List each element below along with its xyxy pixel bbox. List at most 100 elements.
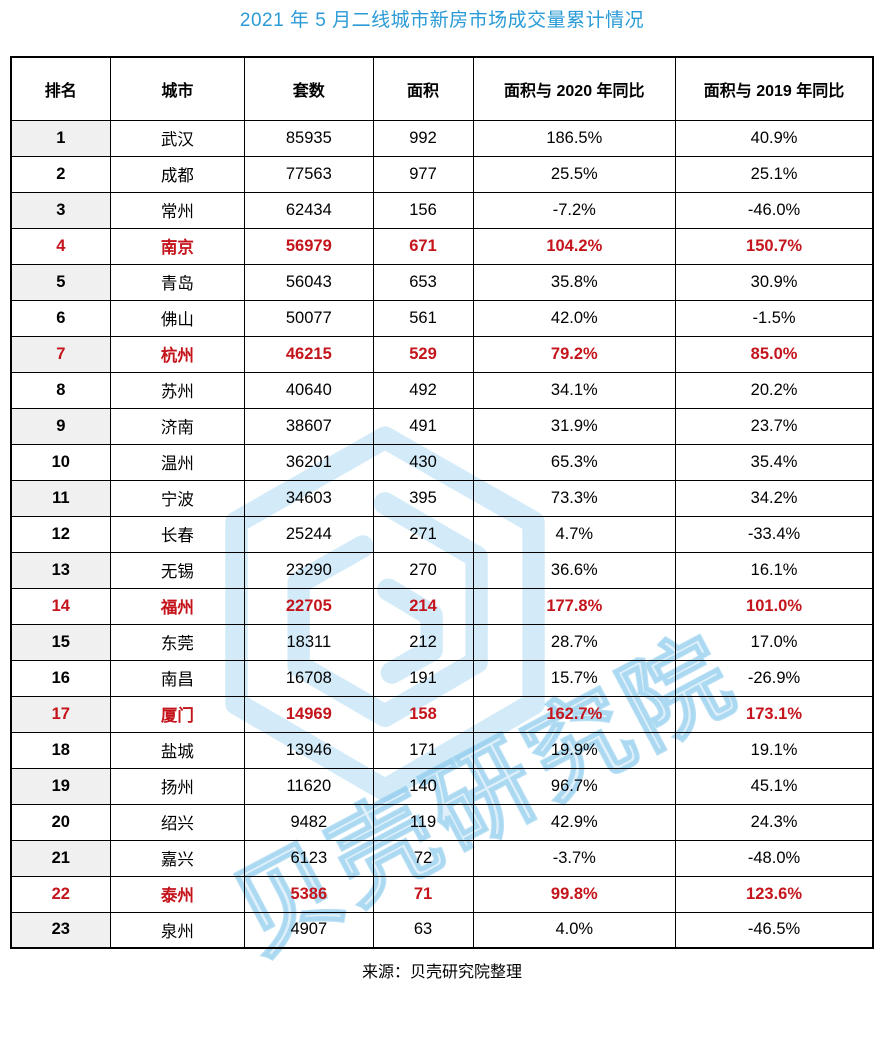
cell-rank: 6: [10, 299, 111, 337]
cell-yoy-2020: -7.2%: [472, 191, 677, 229]
cell-units: 14969: [244, 695, 374, 733]
cell-city: 泉州: [109, 911, 246, 949]
cell-city: 武汉: [109, 119, 246, 157]
cell-units: 6123: [244, 839, 374, 877]
cell-units: 16708: [244, 659, 374, 697]
cell-rank: 22: [10, 875, 111, 913]
cell-city: 成都: [109, 155, 246, 193]
cell-city: 扬州: [109, 767, 246, 805]
cell-rank: 11: [10, 479, 111, 517]
cell-rank: 23: [10, 911, 111, 949]
table-row: 3 常州 62434 156 -7.2% -46.0%: [10, 191, 874, 229]
cell-rank: 17: [10, 695, 111, 733]
table-row: 14 福州 22705 214 177.8% 101.0%: [10, 587, 874, 625]
cell-rank: 21: [10, 839, 111, 877]
cell-yoy-2019: 173.1%: [675, 695, 874, 733]
cell-units: 25244: [244, 515, 374, 553]
cell-rank: 10: [10, 443, 111, 481]
cell-yoy-2019: 85.0%: [675, 335, 874, 373]
cell-yoy-2019: 17.0%: [675, 623, 874, 661]
table-row: 19 扬州 11620 140 96.7% 45.1%: [10, 767, 874, 805]
cell-units: 22705: [244, 587, 374, 625]
cell-rank: 16: [10, 659, 111, 697]
cell-units: 18311: [244, 623, 374, 661]
cell-rank: 18: [10, 731, 111, 769]
cell-yoy-2020: 4.0%: [472, 911, 677, 949]
cell-area: 270: [372, 551, 474, 589]
cell-city: 东莞: [109, 623, 246, 661]
cell-area: 191: [372, 659, 474, 697]
cell-units: 5386: [244, 875, 374, 913]
cell-city: 绍兴: [109, 803, 246, 841]
cell-rank: 20: [10, 803, 111, 841]
cell-units: 46215: [244, 335, 374, 373]
table-row: 10 温州 36201 430 65.3% 35.4%: [10, 443, 874, 481]
cell-rank: 4: [10, 227, 111, 265]
table-row: 2 成都 77563 977 25.5% 25.1%: [10, 155, 874, 193]
table-row: 7 杭州 46215 529 79.2% 85.0%: [10, 335, 874, 373]
cell-area: 492: [372, 371, 474, 409]
cell-units: 38607: [244, 407, 374, 445]
cell-area: 119: [372, 803, 474, 841]
cell-yoy-2020: 42.0%: [472, 299, 677, 337]
cell-city: 佛山: [109, 299, 246, 337]
page-title: 2021 年 5 月二线城市新房市场成交量累计情况: [239, 10, 645, 31]
cell-area: 491: [372, 407, 474, 445]
header-row: 排名 城市 套数 面积 面积与 2020 年同比 面积与 2019 年同比: [10, 56, 874, 121]
cell-yoy-2020: 65.3%: [472, 443, 677, 481]
cell-city: 长春: [109, 515, 246, 553]
cell-yoy-2020: 104.2%: [472, 227, 677, 265]
cell-city: 泰州: [109, 875, 246, 913]
cell-area: 529: [372, 335, 474, 373]
cell-yoy-2020: 36.6%: [472, 551, 677, 589]
cell-units: 56979: [244, 227, 374, 265]
cell-rank: 15: [10, 623, 111, 661]
cell-yoy-2020: 4.7%: [472, 515, 677, 553]
cell-city: 南京: [109, 227, 246, 265]
cell-rank: 12: [10, 515, 111, 553]
cell-yoy-2019: -26.9%: [675, 659, 874, 697]
cell-units: 4907: [244, 911, 374, 949]
cell-city: 宁波: [109, 479, 246, 517]
cell-area: 671: [372, 227, 474, 265]
cell-city: 苏州: [109, 371, 246, 409]
cell-area: 140: [372, 767, 474, 805]
cell-yoy-2019: 20.2%: [675, 371, 874, 409]
cell-yoy-2020: 31.9%: [472, 407, 677, 445]
table-row: 18 盐城 13946 171 19.9% 19.1%: [10, 731, 874, 769]
cell-yoy-2019: -48.0%: [675, 839, 874, 877]
table-row: 6 佛山 50077 561 42.0% -1.5%: [10, 299, 874, 337]
cell-area: 72: [372, 839, 474, 877]
cell-yoy-2019: 30.9%: [675, 263, 874, 301]
cell-yoy-2019: -1.5%: [675, 299, 874, 337]
cell-yoy-2019: -33.4%: [675, 515, 874, 553]
cell-yoy-2020: 96.7%: [472, 767, 677, 805]
table-row: 13 无锡 23290 270 36.6% 16.1%: [10, 551, 874, 589]
cell-area: 158: [372, 695, 474, 733]
table-row: 11 宁波 34603 395 73.3% 34.2%: [10, 479, 874, 517]
table-row: 21 嘉兴 6123 72 -3.7% -48.0%: [10, 839, 874, 877]
table-row: 22 泰州 5386 71 99.8% 123.6%: [10, 875, 874, 913]
cell-city: 温州: [109, 443, 246, 481]
cell-yoy-2020: 79.2%: [472, 335, 677, 373]
header-city: 城市: [109, 56, 246, 121]
header-rank: 排名: [10, 56, 111, 121]
cell-city: 厦门: [109, 695, 246, 733]
cell-yoy-2020: -3.7%: [472, 839, 677, 877]
header-yoy-2020: 面积与 2020 年同比: [472, 56, 677, 121]
cell-yoy-2019: -46.0%: [675, 191, 874, 229]
cell-units: 11620: [244, 767, 374, 805]
cell-city: 南昌: [109, 659, 246, 697]
cell-yoy-2019: 45.1%: [675, 767, 874, 805]
cell-yoy-2019: 19.1%: [675, 731, 874, 769]
cell-yoy-2019: 150.7%: [675, 227, 874, 265]
cell-rank: 9: [10, 407, 111, 445]
cell-yoy-2020: 15.7%: [472, 659, 677, 697]
cell-yoy-2020: 28.7%: [472, 623, 677, 661]
cell-area: 430: [372, 443, 474, 481]
cell-rank: 5: [10, 263, 111, 301]
header-units: 套数: [244, 56, 374, 121]
table-row: 12 长春 25244 271 4.7% -33.4%: [10, 515, 874, 553]
